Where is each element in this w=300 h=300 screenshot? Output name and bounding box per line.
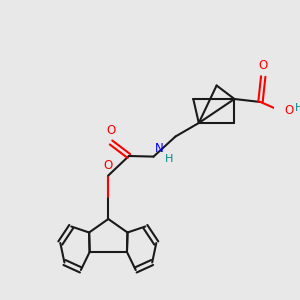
Text: H: H xyxy=(164,154,173,164)
Text: O: O xyxy=(104,159,113,172)
Text: O: O xyxy=(106,124,116,137)
Text: N: N xyxy=(155,142,164,155)
Text: O: O xyxy=(259,59,268,72)
Text: H: H xyxy=(295,103,300,113)
Text: O: O xyxy=(284,104,294,118)
